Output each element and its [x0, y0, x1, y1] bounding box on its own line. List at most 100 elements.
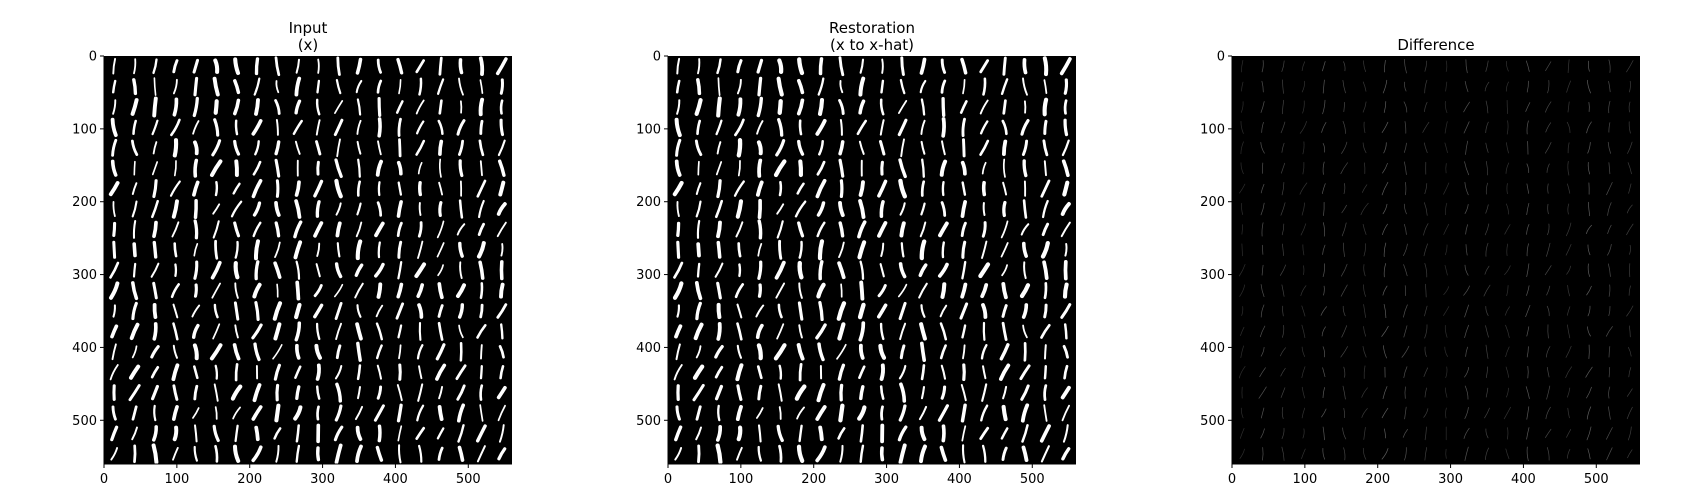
digit-stroke [984, 183, 985, 195]
digit-stroke [800, 161, 801, 175]
y-tick-label: 300 [636, 268, 661, 283]
digit-stroke [699, 446, 700, 462]
image-difference [1232, 56, 1640, 464]
digit-stroke [1024, 161, 1026, 176]
digit-stroke [820, 59, 821, 74]
digit-stroke [277, 385, 278, 399]
x-tick-label: 200 [1365, 472, 1390, 487]
digit-stroke [318, 407, 319, 419]
digit-stroke [175, 140, 176, 155]
digit-stroke [739, 244, 740, 257]
digit-stroke [337, 223, 339, 235]
digit-stroke [964, 140, 965, 156]
digit-stroke [881, 202, 883, 216]
digit-stroke [155, 305, 156, 317]
digit-stroke [739, 265, 740, 276]
digit-stroke [861, 346, 863, 358]
digit-stroke [440, 407, 442, 419]
digit-stroke [963, 119, 965, 135]
y-tick-label: 100 [72, 122, 97, 137]
digit-stroke [481, 345, 482, 358]
digit-stroke [882, 162, 883, 174]
digit-stroke [481, 100, 483, 115]
y-tick-label: 400 [1200, 341, 1225, 356]
digit-stroke [698, 162, 699, 175]
digit-stroke [379, 284, 381, 297]
digit-stroke [840, 406, 842, 421]
digit-stroke [1004, 407, 1006, 419]
panel-title-difference-line-0: Difference [1397, 36, 1474, 54]
digit-stroke [216, 182, 217, 195]
digit-stroke [1045, 386, 1046, 400]
digit-stroke [501, 101, 502, 114]
y-tick-label: 100 [1200, 122, 1225, 137]
digit-stroke [861, 182, 863, 195]
y-tick-label: 500 [636, 414, 661, 429]
digit-stroke [216, 101, 217, 113]
digit-stroke [902, 58, 904, 75]
digit-stroke [196, 201, 197, 218]
digit-stroke [318, 448, 319, 460]
digit-stroke [196, 285, 197, 296]
digit-stroke [379, 182, 380, 195]
digit-stroke [256, 59, 257, 74]
digit-stroke [134, 264, 135, 277]
digit-stroke [318, 365, 319, 379]
panel-title-restoration-line-0: Restoration [829, 19, 915, 37]
digit-stroke [943, 182, 944, 195]
digit-stroke [236, 161, 237, 175]
digit-stroke [1045, 345, 1046, 358]
y-tick-label: 300 [72, 268, 97, 283]
digit-stroke [718, 406, 719, 420]
x-tick-label: 500 [1584, 472, 1609, 487]
digit-stroke [779, 61, 781, 72]
digit-stroke [440, 142, 441, 155]
x-tick-label: 400 [1511, 472, 1536, 487]
panel-title-restoration-line-1: (x to x-hat) [830, 36, 914, 54]
x-tick-label: 200 [237, 472, 262, 487]
digit-stroke [154, 324, 156, 339]
digit-stroke [174, 99, 176, 114]
digit-stroke [922, 242, 924, 259]
digit-stroke [943, 284, 945, 297]
digit-stroke [963, 163, 965, 174]
digit-stroke [379, 243, 380, 258]
digit-stroke [698, 244, 699, 255]
digit-stroke [1004, 58, 1005, 74]
digit-stroke [718, 99, 720, 116]
x-tick-label: 0 [664, 472, 672, 487]
digit-stroke [922, 182, 923, 196]
digit-stroke [440, 58, 441, 74]
digit-stroke [984, 79, 986, 95]
digit-stroke [501, 120, 502, 134]
digit-stroke [943, 119, 944, 136]
digit-stroke [759, 78, 761, 94]
y-tick-label: 0 [1217, 50, 1225, 65]
digit-stroke [420, 203, 421, 215]
digit-stroke [718, 223, 720, 237]
digit-stroke [481, 283, 482, 297]
digit-stroke [114, 223, 115, 235]
digit-stroke [963, 242, 965, 257]
digit-stroke [440, 101, 442, 114]
digit-stroke [1004, 142, 1005, 155]
x-tick-label: 500 [1020, 472, 1045, 487]
panel-title-input-line-0: Input [289, 19, 328, 37]
digit-stroke [501, 80, 502, 93]
digit-stroke [984, 323, 985, 340]
digit-stroke [215, 61, 217, 72]
digit-stroke [698, 264, 699, 277]
y-tick-label: 0 [89, 50, 97, 65]
digit-stroke [256, 100, 258, 114]
x-tick-label: 0 [1228, 472, 1236, 487]
digit-stroke [399, 119, 401, 135]
x-tick-label: 300 [874, 472, 899, 487]
digit-stroke [1065, 285, 1067, 297]
digit-stroke [481, 386, 482, 400]
image-restoration [668, 56, 1076, 464]
y-tick-label: 100 [636, 122, 661, 137]
digit-stroke [984, 203, 985, 215]
x-tick-label: 0 [100, 472, 108, 487]
digit-stroke [739, 428, 741, 440]
digit-stroke [317, 202, 319, 216]
